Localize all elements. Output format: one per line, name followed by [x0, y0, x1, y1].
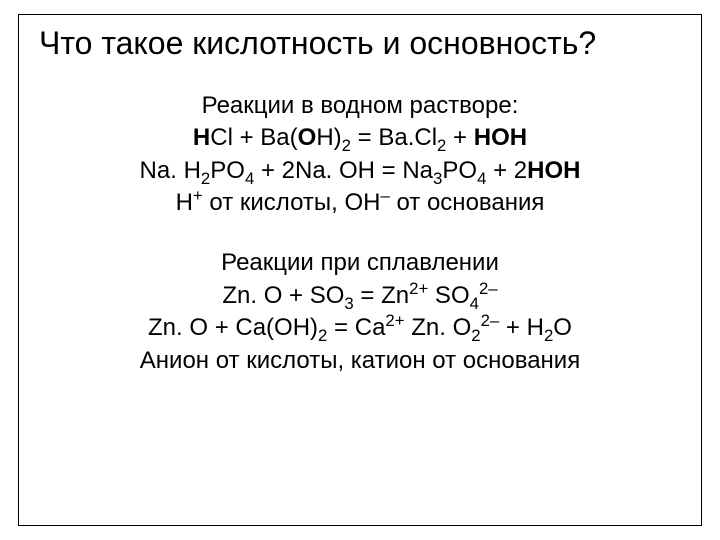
block1-footer: H+ от кислоты, OH– от основания	[39, 187, 681, 219]
aqueous-reactions-block: Реакции в водном растворе: HCl + Ba(OH)2…	[39, 90, 681, 220]
reaction-4: Zn. O + Ca(OH)2 = Ca2+ Zn. O22– + H2O	[39, 312, 681, 344]
block2-footer: Анион от кислоты, катион от основания	[39, 345, 681, 377]
block2-header: Реакции при сплавлении	[39, 247, 681, 279]
block1-header: Реакции в водном растворе:	[39, 90, 681, 122]
reaction-2: Na. H2PO4 + 2Na. OH = Na3PO4 + 2HOH	[39, 155, 681, 187]
slide-container: Что такое кислотность и основность? Реак…	[18, 14, 702, 526]
reaction-3: Zn. O + SO3 = Zn2+ SO42–	[39, 280, 681, 312]
slide-title: Что такое кислотность и основность?	[39, 25, 681, 62]
fusion-reactions-block: Реакции при сплавлении Zn. O + SO3 = Zn2…	[39, 247, 681, 377]
reaction-1: HCl + Ba(OH)2 = Ba.Cl2 + HOH	[39, 122, 681, 154]
